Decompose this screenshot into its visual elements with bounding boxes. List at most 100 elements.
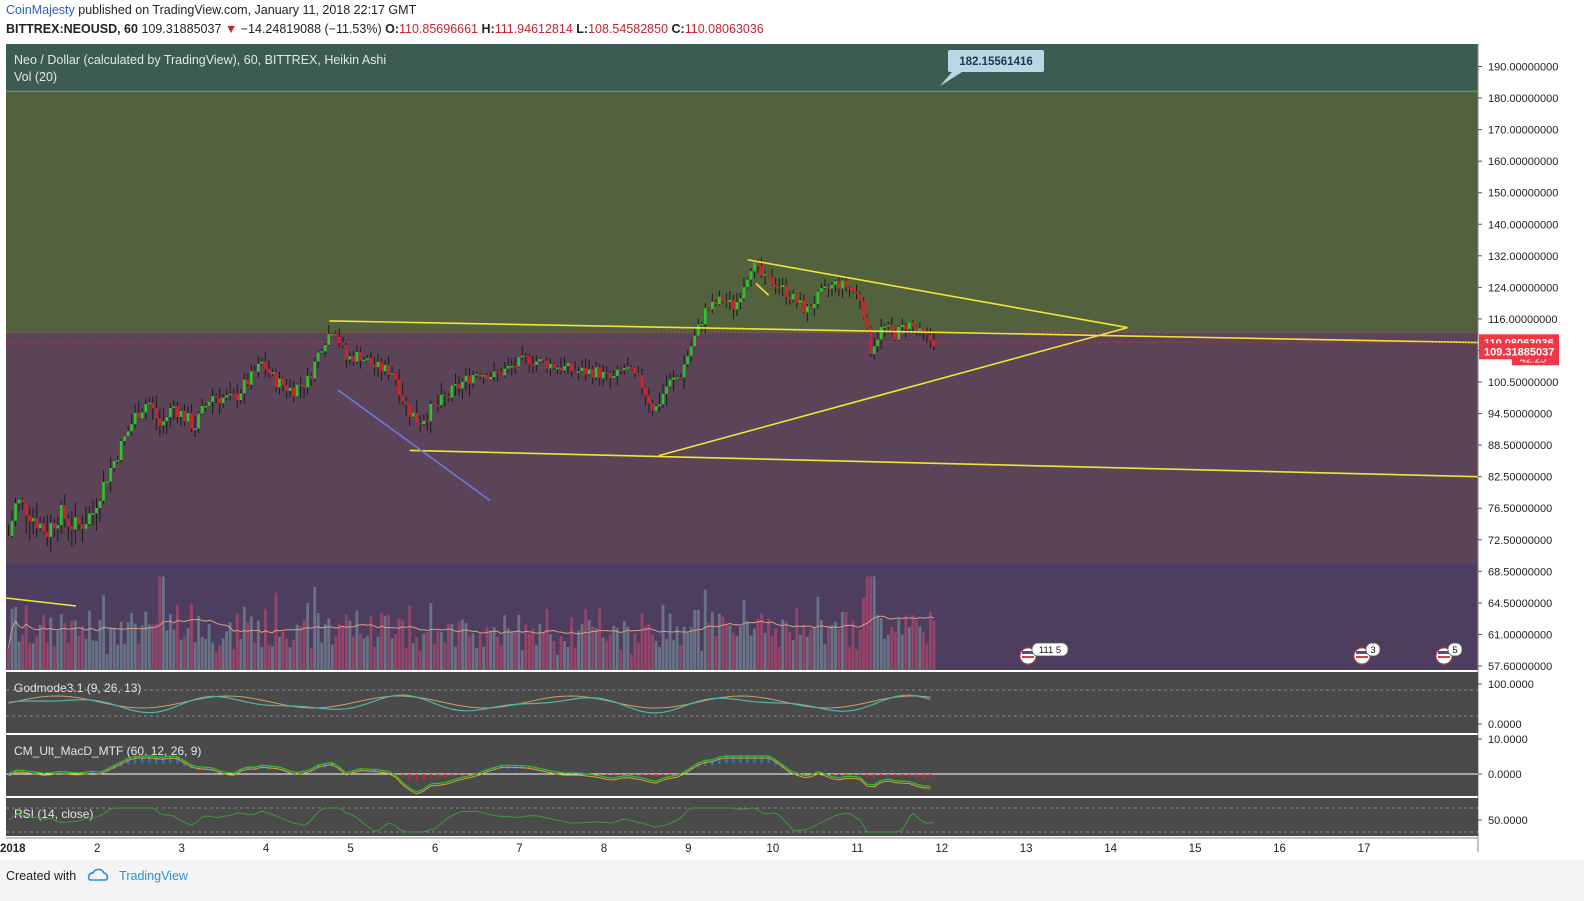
- candle: [608, 372, 612, 379]
- godmode-line-fast: [8, 695, 931, 709]
- volume-bar: [615, 628, 619, 670]
- macd-histogram-bar: [450, 774, 454, 777]
- volume-bar: [267, 644, 271, 670]
- x-tick-label: 10: [766, 843, 779, 855]
- x-tick-label: 13: [1020, 843, 1033, 855]
- volume-bar: [594, 628, 598, 670]
- candle: [281, 378, 285, 386]
- candle: [323, 345, 327, 352]
- volume-bar: [879, 618, 883, 670]
- volume-bar: [538, 623, 542, 670]
- volume-bar: [457, 621, 461, 670]
- volume-bar: [232, 648, 236, 670]
- candle: [373, 364, 376, 368]
- volume-bar: [777, 646, 781, 670]
- volume-bar: [517, 614, 521, 670]
- macd-histogram-bar: [654, 774, 658, 777]
- candle: [338, 336, 341, 344]
- volume-bar: [42, 615, 46, 670]
- y-tick-label: 132.00000000: [1488, 251, 1558, 263]
- candle: [190, 413, 193, 429]
- price-change: −14.24819088 (−11.53%): [240, 22, 382, 36]
- volume-bar: [876, 614, 880, 670]
- candle: [929, 334, 932, 341]
- candle: [45, 532, 49, 537]
- candle: [630, 367, 633, 369]
- candle: [214, 396, 218, 398]
- godmode-pane: [6, 672, 1478, 733]
- volume-bar: [506, 628, 510, 670]
- candle: [383, 364, 387, 372]
- volume-bar: [693, 609, 697, 670]
- macd-histogram-bar: [169, 756, 172, 764]
- macd-histogram-bar: [711, 759, 714, 766]
- price-label-last: 109.31885037: [1484, 346, 1554, 358]
- candle: [246, 379, 250, 385]
- tradingview-link[interactable]: TradingView: [119, 868, 188, 883]
- volume-bar: [626, 626, 630, 670]
- volume-bar: [788, 631, 792, 670]
- author-link[interactable]: CoinMajesty: [6, 3, 75, 17]
- candle: [823, 286, 827, 289]
- volume-bar: [450, 624, 454, 670]
- macd-histogram-bar: [183, 760, 186, 767]
- candle: [725, 301, 728, 303]
- candle: [309, 375, 313, 379]
- event-count: 111 5: [1039, 645, 1061, 656]
- macd-histogram-bar: [647, 774, 651, 777]
- candle: [886, 325, 890, 327]
- macd-histogram-bar: [359, 768, 362, 771]
- macd-histogram-bar: [774, 759, 777, 766]
- macd-histogram-bar: [492, 767, 496, 771]
- macd-histogram-bar: [281, 768, 285, 771]
- macd-histogram-bar: [436, 774, 440, 778]
- candle: [714, 301, 718, 305]
- volume-bar: [781, 619, 785, 670]
- flag-stripe: [1438, 651, 1450, 654]
- volume-bar: [577, 630, 580, 670]
- volume-bar: [66, 642, 70, 670]
- macd-histogram-bar: [485, 769, 489, 772]
- volume-bar: [559, 635, 563, 670]
- candle: [221, 397, 225, 404]
- volume-bar: [299, 625, 302, 670]
- y-tick-label: 72.50000000: [1488, 535, 1552, 547]
- volume-bar: [221, 638, 225, 670]
- candle: [489, 377, 492, 380]
- candle: [637, 373, 640, 375]
- candle: [675, 377, 679, 379]
- tradingview-cloud-icon: [86, 868, 110, 885]
- volume-bar: [760, 613, 763, 670]
- candle: [253, 371, 257, 373]
- volume-bar: [492, 627, 496, 670]
- volume-bar: [274, 592, 278, 670]
- volume-bar: [549, 634, 552, 670]
- low-label: L:: [576, 22, 589, 36]
- candle: [257, 363, 260, 372]
- candle: [95, 508, 98, 514]
- candle: [450, 385, 454, 398]
- candle: [133, 412, 137, 425]
- candle: [689, 346, 693, 357]
- godmode-tick-label: 100.0000: [1488, 679, 1534, 691]
- y-tick-label: 180.00000000: [1488, 93, 1558, 105]
- volume-bar: [193, 642, 197, 670]
- volume-bar: [608, 634, 612, 670]
- price-axis: [1478, 44, 1584, 854]
- volume-bar: [45, 642, 49, 670]
- volume-bar: [341, 627, 345, 670]
- candle: [183, 410, 186, 422]
- candle: [457, 384, 461, 389]
- volume-bar: [601, 637, 605, 670]
- open-label: O:: [385, 22, 399, 36]
- volume-bar: [756, 618, 760, 670]
- candle: [464, 375, 468, 382]
- volume-bar: [211, 642, 215, 670]
- candle: [528, 356, 531, 365]
- candle: [482, 375, 485, 377]
- volume-bar: [647, 624, 651, 670]
- volume-bar: [323, 624, 327, 670]
- volume-bar: [63, 623, 67, 670]
- candle: [707, 308, 711, 310]
